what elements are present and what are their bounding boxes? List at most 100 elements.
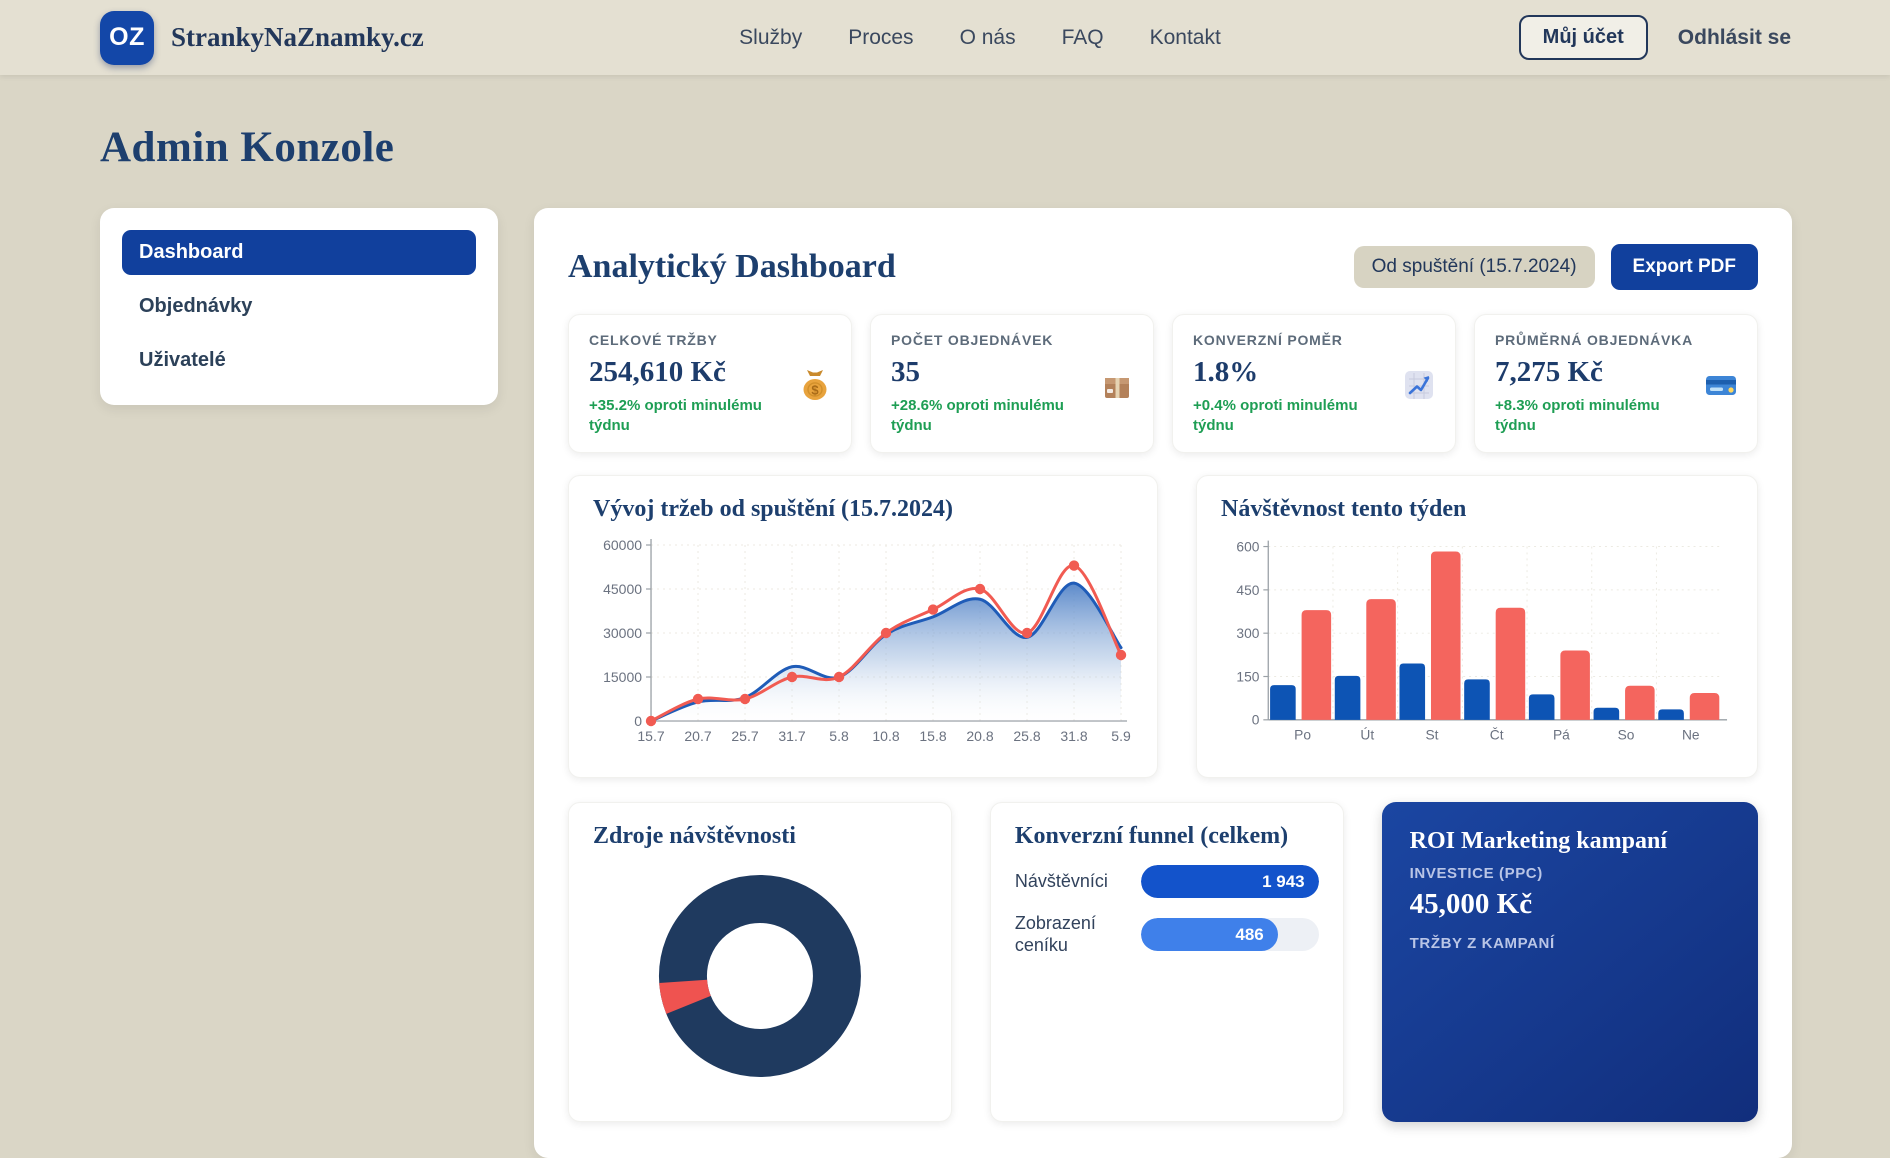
credit-card-icon bbox=[1703, 367, 1739, 403]
revenue-chart-card: Vývoj tržeb od spuštění (15.7.2024) 0 150… bbox=[568, 475, 1159, 778]
svg-text:450: 450 bbox=[1236, 583, 1259, 598]
funnel-title: Konverzní funnel (celkem) bbox=[1014, 823, 1289, 849]
brand[interactable]: OZ StrankyNaZnamky.cz bbox=[100, 10, 424, 65]
dashboard-title: Analytický Dashboard bbox=[568, 248, 896, 285]
sidebar: Dashboard Objednávky Uživatelé bbox=[100, 208, 498, 405]
funnel-card: Konverzní funnel (celkem) Návštěvníci 1 9… bbox=[989, 802, 1344, 1122]
kpi-value: 7,275 Kč bbox=[1495, 356, 1603, 388]
svg-text:Ne: Ne bbox=[1682, 728, 1700, 743]
traffic-sources-title: Zdroje návštěvnosti bbox=[593, 823, 796, 849]
kpi-label: PRŮMĚRNÁ OBJEDNÁVKA bbox=[1495, 332, 1693, 348]
charts-row: Vývoj tržeb od spuštění (15.7.2024) 0 150… bbox=[568, 475, 1758, 778]
chart-increasing-icon bbox=[1401, 367, 1437, 403]
svg-text:St: St bbox=[1426, 728, 1439, 743]
svg-text:15.7: 15.7 bbox=[637, 728, 664, 744]
funnel-bar-track: 1 943 bbox=[1140, 865, 1319, 898]
kpi-delta: +0.4% oproti minulému týdnu bbox=[1193, 397, 1358, 434]
funnel-row-label: Zobrazení ceníku bbox=[1014, 913, 1096, 955]
svg-text:15000: 15000 bbox=[603, 669, 642, 685]
svg-text:300: 300 bbox=[1236, 626, 1259, 641]
package-icon bbox=[1099, 367, 1135, 403]
main-nav: Služby Proces O nás FAQ Kontakt bbox=[739, 26, 1221, 50]
bottom-row: Zdroje návštěvnosti Konverzní funnel (ce… bbox=[568, 802, 1758, 1122]
svg-text:Po: Po bbox=[1294, 728, 1311, 743]
kpi-value: 35 bbox=[891, 356, 920, 388]
svg-text:5.8: 5.8 bbox=[829, 728, 849, 744]
nav-link-kontakt[interactable]: Kontakt bbox=[1149, 25, 1221, 49]
svg-text:0: 0 bbox=[634, 713, 642, 729]
period-chip[interactable]: Od spuštění (15.7.2024) bbox=[1353, 246, 1595, 288]
dashboard-header: Analytický Dashboard Od spuštění (15.7.2… bbox=[568, 244, 1758, 290]
svg-text:0: 0 bbox=[1252, 713, 1260, 728]
funnel-bar-value: 1 943 bbox=[1262, 871, 1305, 891]
roi-card: ROI Marketing kampaní INVESTICE (PPC) 45… bbox=[1381, 802, 1758, 1122]
nav-link-proces[interactable]: Proces bbox=[848, 25, 914, 49]
kpi-value: 254,610 Kč bbox=[589, 356, 726, 388]
traffic-bar-chart: 0 150 300 450 600 Po Út St Čt Pá So Ne bbox=[1236, 539, 1728, 743]
nav-link-faq[interactable]: FAQ bbox=[1061, 25, 1104, 49]
svg-text:150: 150 bbox=[1236, 669, 1259, 684]
kpi-card: POČET OBJEDNÁVEK 35 +28.6% oproti minulému… bbox=[870, 314, 1154, 453]
svg-text:31.8: 31.8 bbox=[1060, 728, 1087, 744]
export-pdf-button[interactable]: Export PDF bbox=[1610, 244, 1758, 290]
funnel-bar-track: 486 bbox=[1140, 918, 1319, 952]
sidebar-item-objedn-vky[interactable]: Objednávky bbox=[139, 295, 253, 317]
revenue-line-chart: 0 15000 30000 45000 60000 15.7 20.7 25.7 31.7 5.8… bbox=[603, 537, 1131, 744]
kpi-card: KONVERZNÍ POMĚR 1.8% +0.4% oproti minulému… bbox=[1172, 314, 1456, 453]
svg-text:45000: 45000 bbox=[603, 581, 642, 597]
traffic-chart-title: Návštěvnost tento týden bbox=[1221, 496, 1467, 522]
svg-text:60000: 60000 bbox=[603, 537, 642, 553]
brand-logo-text: OZ bbox=[109, 23, 145, 51]
kpi-card: CELKOVÉ TRŽBY 254,610 Kč +35.2% oproti min… bbox=[568, 314, 852, 453]
sidebar-item-u-ivatel-[interactable]: Uživatelé bbox=[139, 349, 226, 371]
svg-text:5.9: 5.9 bbox=[1111, 728, 1131, 744]
kpi-delta: +28.6% oproti minulému týdnu bbox=[891, 397, 1064, 434]
roi-next-section-label-partial: TRŽBY Z KAMPANÍ bbox=[1409, 935, 1555, 952]
svg-text:31.7: 31.7 bbox=[778, 728, 805, 744]
svg-text:25.7: 25.7 bbox=[731, 728, 758, 744]
dashboard-header-actions: Od spuštění (15.7.2024) Export PDF bbox=[1353, 244, 1758, 290]
sidebar-item-dashboard[interactable]: Dashboard bbox=[122, 230, 476, 275]
svg-text:25.8: 25.8 bbox=[1013, 728, 1040, 744]
funnel-row: Návštěvníci 1 943 bbox=[1015, 865, 1319, 898]
content-area: Dashboard Objednávky Uživatelé Analytický … bbox=[0, 208, 1890, 1158]
svg-text:30000: 30000 bbox=[603, 625, 642, 641]
traffic-sources-donut-chart bbox=[658, 874, 861, 1077]
account-button[interactable]: Můj účet bbox=[1518, 15, 1648, 60]
funnel-row: Zobrazení ceníku 486 bbox=[1015, 913, 1319, 956]
kpi-value: 1.8% bbox=[1193, 356, 1259, 388]
logout-link[interactable]: Odhlásit se bbox=[1677, 25, 1791, 49]
svg-text:20.7: 20.7 bbox=[684, 728, 711, 744]
svg-text:Čt: Čt bbox=[1490, 727, 1504, 743]
nav-link-slu-by[interactable]: Služby bbox=[739, 25, 803, 49]
traffic-chart-card: Návštěvnost tento týden 0 150 300 450 600 Po Ú… bbox=[1196, 475, 1758, 778]
money-bag-icon: $ bbox=[797, 367, 833, 403]
svg-text:So: So bbox=[1618, 728, 1635, 743]
svg-text:600: 600 bbox=[1236, 539, 1259, 554]
kpi-card: PRŮMĚRNÁ OBJEDNÁVKA 7,275 Kč +8.3% oproti … bbox=[1474, 314, 1758, 453]
funnel-row-label: Návštěvníci bbox=[1014, 870, 1108, 891]
funnel-bar-value: 486 bbox=[1235, 924, 1264, 944]
svg-text:15.8: 15.8 bbox=[919, 728, 946, 744]
sidebar-items: Dashboard Objednávky Uživatelé bbox=[122, 230, 476, 383]
funnel-rows: Návštěvníci 1 943 Zobrazení ceníku 486 bbox=[1015, 865, 1319, 956]
kpi-label: CELKOVÉ TRŽBY bbox=[589, 332, 718, 348]
funnel-bar: 486 bbox=[1140, 918, 1278, 952]
nav-link-o-n-s[interactable]: O nás bbox=[959, 25, 1016, 49]
revenue-chart-title: Vývoj tržeb od spuštění (15.7.2024) bbox=[593, 496, 953, 522]
roi-investment-value: 45,000 Kč bbox=[1409, 888, 1533, 920]
roi-investment-label: INVESTICE (PPC) bbox=[1409, 865, 1543, 882]
top-navbar: OZ StrankyNaZnamky.cz Služby Proces O nás F… bbox=[0, 0, 1890, 75]
svg-text:$: $ bbox=[811, 383, 819, 398]
kpi-label: KONVERZNÍ POMĚR bbox=[1193, 332, 1343, 348]
traffic-sources-card: Zdroje návštěvnosti bbox=[568, 802, 952, 1122]
svg-text:Pá: Pá bbox=[1553, 728, 1570, 743]
roi-title: ROI Marketing kampaní bbox=[1409, 828, 1667, 854]
dashboard-panel: Analytický Dashboard Od spuštění (15.7.2… bbox=[534, 208, 1792, 1158]
svg-text:Út: Út bbox=[1360, 727, 1374, 743]
kpi-delta: +35.2% oproti minulému týdnu bbox=[589, 397, 762, 434]
kpi-label: POČET OBJEDNÁVEK bbox=[891, 332, 1054, 348]
page-title: Admin Konzole bbox=[100, 124, 395, 171]
header-actions: Můj účet Odhlásit se bbox=[1518, 15, 1791, 60]
funnel-bar: 1 943 bbox=[1140, 865, 1319, 898]
